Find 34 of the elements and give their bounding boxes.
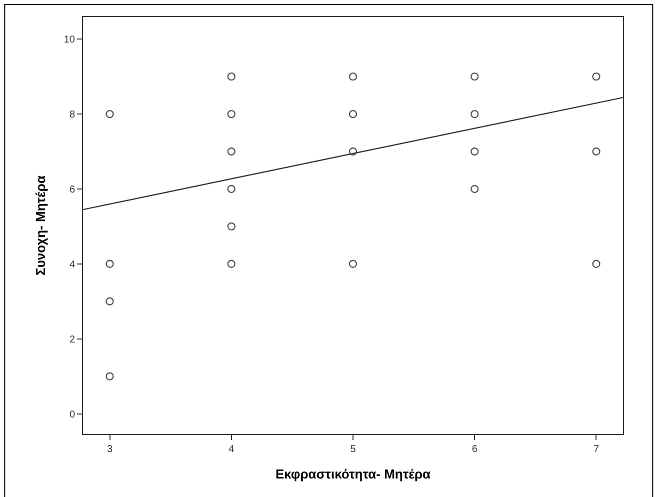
point: [106, 110, 114, 118]
x-tick-label: 7: [593, 444, 600, 455]
point: [106, 260, 114, 268]
y-tick-label: 4: [69, 259, 76, 270]
point: [348, 72, 358, 81]
point: [227, 147, 236, 156]
y-axis-title: Συνοχη- Μητέρα: [32, 176, 48, 276]
point: [348, 260, 358, 268]
x-tick-label: 6: [472, 444, 478, 455]
x-tick-label: 3: [106, 444, 113, 455]
point: [227, 184, 236, 194]
y-tick-label: 0: [69, 409, 76, 420]
x-axis-title: Εκφραστικότητα- Μητέρα: [275, 466, 431, 482]
point: [592, 147, 600, 156]
point: [227, 110, 236, 118]
y-tick-label: 10: [64, 34, 76, 46]
point: [348, 110, 358, 118]
y-tick-label: 2: [69, 334, 76, 346]
y-tick-label: 6: [69, 184, 76, 196]
point: [227, 72, 236, 81]
point: [106, 372, 114, 380]
x-tick-label: 4: [228, 444, 235, 455]
point: [470, 72, 479, 81]
point: [227, 260, 236, 268]
point: [227, 222, 236, 231]
point: [470, 184, 479, 194]
point: [470, 110, 479, 118]
point: [592, 260, 600, 268]
y-tick-label: 8: [69, 110, 76, 121]
point: [106, 297, 114, 306]
x-tick-label: 5: [350, 444, 356, 455]
point: [348, 147, 358, 156]
point: [592, 72, 600, 81]
point: [470, 147, 479, 156]
